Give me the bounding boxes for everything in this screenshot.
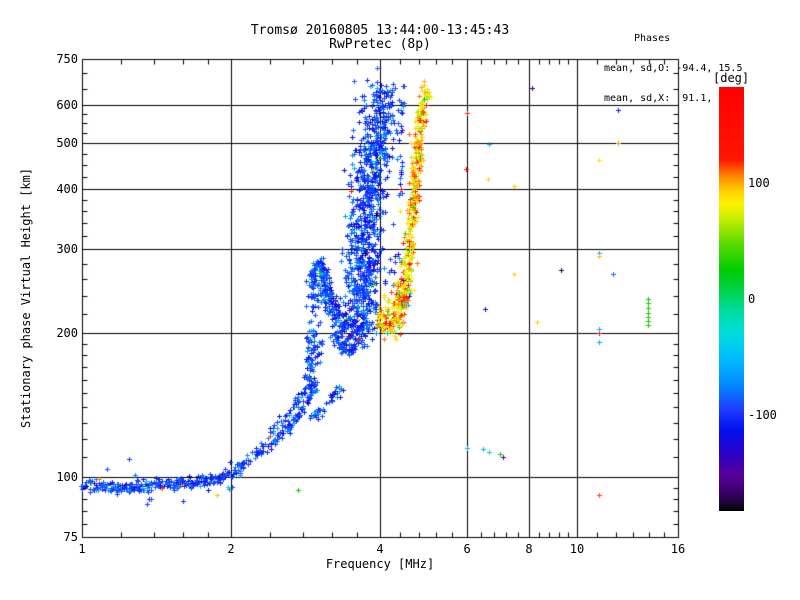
colorbar-tick-label: 0 — [748, 292, 756, 306]
colorbar-tick-label: 100 — [748, 175, 770, 190]
x-tick-label: 16 — [670, 542, 686, 556]
x-tick-label: 2 — [227, 542, 235, 556]
y-tick-label: 750 — [56, 52, 78, 66]
x-tick-label: 8 — [525, 542, 533, 556]
y-tick-label: 300 — [56, 242, 78, 257]
y-tick-label: 200 — [56, 326, 78, 341]
phase-stats-o-mode: mean, sd,O: -94.4, 15.5 — [604, 63, 743, 74]
y-tick-label: 600 — [56, 98, 78, 113]
y-tick-label: 400 — [56, 182, 78, 197]
phase-stats-title: Phases — [634, 33, 671, 44]
y-tick-label: 500 — [56, 136, 78, 151]
y-tick-label: 75 — [63, 530, 78, 544]
plot-title: Tromsø 20160805 13:44:00-13:45:43 — [250, 23, 510, 38]
x-tick-label: 4 — [376, 542, 384, 556]
y-axis-title: Stationary phase Virtual Height [km] — [19, 167, 33, 429]
y-tick-label: 100 — [56, 470, 78, 485]
x-tick-label: 6 — [463, 542, 471, 556]
colorbar-gradient — [719, 87, 744, 511]
colorbar-tick-label: -100 — [748, 408, 777, 423]
x-axis-title: Frequency [MHz] — [325, 557, 435, 571]
x-tick-label: 10 — [569, 542, 585, 556]
colorbar-unit-label: [deg] — [713, 71, 750, 85]
x-tick-label: 1 — [78, 542, 86, 556]
plot-subtitle: RwPretec (8p) — [329, 37, 431, 52]
